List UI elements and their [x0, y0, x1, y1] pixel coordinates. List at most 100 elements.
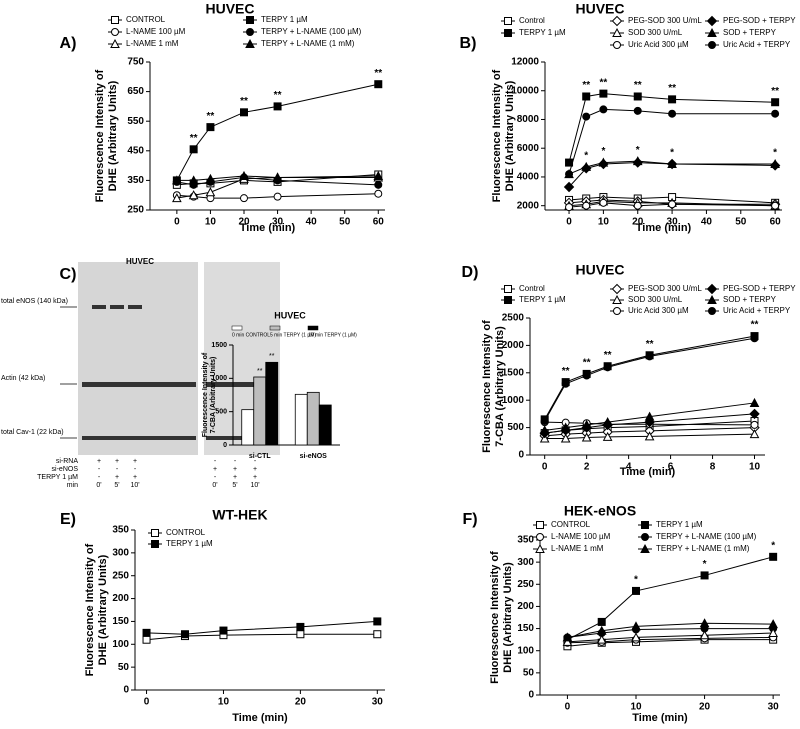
- marker: [599, 198, 608, 207]
- x-tick-label: 6: [668, 462, 674, 473]
- marker: [560, 422, 571, 432]
- row-cell: +: [233, 474, 237, 481]
- significance: *: [601, 146, 605, 157]
- y-tick-label: 50: [523, 667, 535, 678]
- bar: [253, 376, 267, 446]
- row-cell: +: [115, 458, 119, 465]
- x-tick-label: 0: [542, 462, 548, 473]
- row-cell: -: [254, 458, 257, 465]
- x-tick-label: 20: [295, 697, 307, 708]
- legend-marker: [706, 283, 718, 295]
- marker: [668, 109, 677, 118]
- x-tick-label: 10: [598, 217, 610, 228]
- marker: [603, 363, 612, 372]
- legend-marker: [613, 41, 621, 49]
- legend-marker: [612, 27, 622, 37]
- significance: **: [207, 111, 215, 122]
- row-cell: -: [98, 466, 101, 473]
- marker: [296, 630, 305, 639]
- row-cell: +: [115, 474, 119, 481]
- series-line: [568, 93, 776, 163]
- y-tick-label: 100: [517, 645, 534, 656]
- x-axis-label: Time (min): [620, 466, 676, 478]
- x-tick-label: 50: [339, 217, 351, 228]
- legend-marker: [111, 28, 119, 36]
- significance: *: [773, 148, 777, 159]
- x-tick-label: 20: [699, 702, 711, 713]
- marker: [602, 417, 613, 427]
- x-tick-label: 60: [770, 217, 782, 228]
- marker: [142, 628, 151, 637]
- panel-label: C): [60, 266, 77, 283]
- marker: [596, 634, 607, 644]
- marker: [644, 431, 655, 441]
- marker: [771, 109, 780, 118]
- y-tick-label: 650: [127, 86, 144, 97]
- marker: [565, 203, 574, 212]
- significance: **: [604, 350, 612, 361]
- x-tick-label: 30: [667, 217, 679, 228]
- row-cell: +: [213, 466, 217, 473]
- x-tick-label: 0: [565, 702, 571, 713]
- marker: [189, 145, 198, 154]
- marker: [374, 180, 383, 189]
- y-tick-label: 300: [517, 557, 534, 568]
- y-tick-label: 0: [223, 442, 227, 449]
- legend-label: CONTROL: [126, 15, 166, 24]
- legend-marker: [246, 28, 254, 36]
- significance: **: [274, 90, 282, 101]
- significance: **: [374, 68, 382, 79]
- significance: **: [240, 96, 248, 107]
- legend-marker: [536, 533, 544, 541]
- legend-marker: [536, 521, 544, 529]
- row-cell: +: [133, 474, 137, 481]
- x-tick-label: 20: [238, 217, 250, 228]
- legend-marker: [706, 15, 718, 27]
- row-cell: 0': [212, 482, 217, 489]
- y-axis-label: DHE (Arbitrary Units): [107, 80, 119, 191]
- marker: [645, 352, 654, 361]
- legend-marker: [708, 307, 716, 315]
- marker: [582, 201, 591, 210]
- legend-label: TERPY 1 µM: [519, 28, 566, 37]
- marker: [667, 158, 677, 169]
- significance: **: [771, 86, 779, 97]
- series-line: [544, 402, 755, 431]
- y-axis-label: 7-CBA (Arbitrary Units): [210, 357, 217, 434]
- marker: [599, 105, 608, 114]
- x-tick-label: 10: [630, 702, 642, 713]
- marker: [142, 635, 151, 644]
- significance: **: [562, 366, 570, 377]
- marker: [632, 156, 643, 166]
- y-axis-label: DHE (Arbitrary Units): [502, 562, 514, 673]
- series-line: [568, 108, 776, 175]
- row-cell: -: [134, 466, 137, 473]
- legend-label: TERPY + L-NAME (100 µM): [261, 27, 362, 36]
- significance: *: [771, 540, 775, 551]
- y-tick-label: 6000: [517, 143, 540, 154]
- legend-label: TERPY 1 µM: [656, 520, 703, 529]
- significance: **: [583, 358, 591, 369]
- x-tick-label: si-CTL: [249, 453, 272, 460]
- y-tick-label: 350: [517, 535, 534, 546]
- legend-label: TERPY 1 µM: [166, 539, 213, 548]
- legend-label: SOD + TERPY: [723, 28, 777, 37]
- blot-left: [78, 262, 198, 455]
- marker: [700, 571, 709, 580]
- marker: [240, 194, 248, 203]
- marker: [597, 617, 606, 626]
- marker: [582, 371, 591, 380]
- marker: [539, 433, 550, 443]
- blot-title: HUVEC: [126, 257, 154, 266]
- row-cell: -: [98, 474, 101, 481]
- x-tick-label: 60: [373, 217, 385, 228]
- legend-marker: [111, 16, 119, 24]
- marker: [296, 622, 305, 631]
- row-cell: 5': [232, 482, 237, 489]
- marker: [596, 625, 607, 635]
- legend-label: PEG-SOD 300 U/mL: [628, 284, 702, 293]
- legend-label: TERPY 1 µM: [519, 295, 566, 304]
- y-tick-label: 0: [528, 690, 534, 701]
- marker: [633, 106, 642, 115]
- marker: [172, 175, 182, 185]
